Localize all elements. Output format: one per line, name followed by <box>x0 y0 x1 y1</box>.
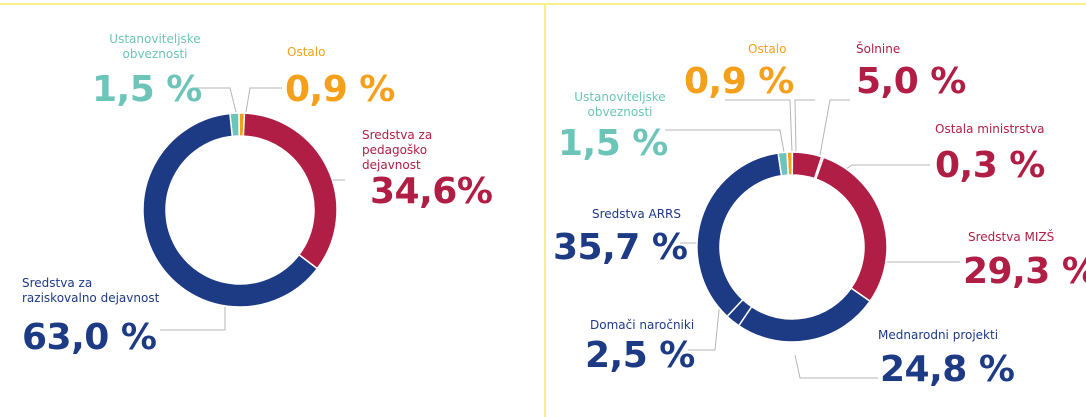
category-label: Domači naročniki <box>590 318 695 332</box>
donut-segment <box>142 112 319 308</box>
category-label: Mednarodni projekti <box>878 328 999 342</box>
value-label: 24,8 % <box>880 349 1015 390</box>
donut-segment <box>777 151 790 177</box>
category-label: Šolnine <box>856 42 901 56</box>
category-label: Ostala ministrstva <box>935 122 1045 136</box>
category-label: Ostalo <box>287 45 326 59</box>
value-label: 63,0 % <box>22 317 157 358</box>
value-label: 0,9 % <box>285 69 395 110</box>
category-label: Ustanoviteljske obveznosti <box>574 90 666 119</box>
donut-segment <box>737 287 872 343</box>
donut-segment <box>696 152 783 318</box>
value-label: 1,5 % <box>92 69 202 110</box>
category-label: Sredstva MIZŠ <box>968 230 1055 244</box>
donut-segment <box>242 112 338 270</box>
category-label: Ostalo <box>748 42 787 56</box>
category-label: Sredstva za raziskovalno dejavnost <box>22 276 160 305</box>
value-label: 2,5 % <box>585 335 695 376</box>
category-label: Sredstva za pedagoško dejavnost <box>362 128 433 172</box>
value-label: 34,6% <box>370 171 493 212</box>
donut-segment <box>814 156 888 303</box>
value-label: 0,9 % <box>684 61 794 102</box>
category-label: Ustanoviteljske obveznosti <box>109 32 201 61</box>
value-label: 0,3 % <box>935 145 1045 186</box>
value-label: 35,7 % <box>553 227 688 268</box>
value-label: 29,3 % <box>963 251 1086 292</box>
category-label: Sredstva ARRS <box>592 207 682 221</box>
value-label: 5,0 % <box>856 61 966 102</box>
value-label: 1,5 % <box>558 123 668 164</box>
